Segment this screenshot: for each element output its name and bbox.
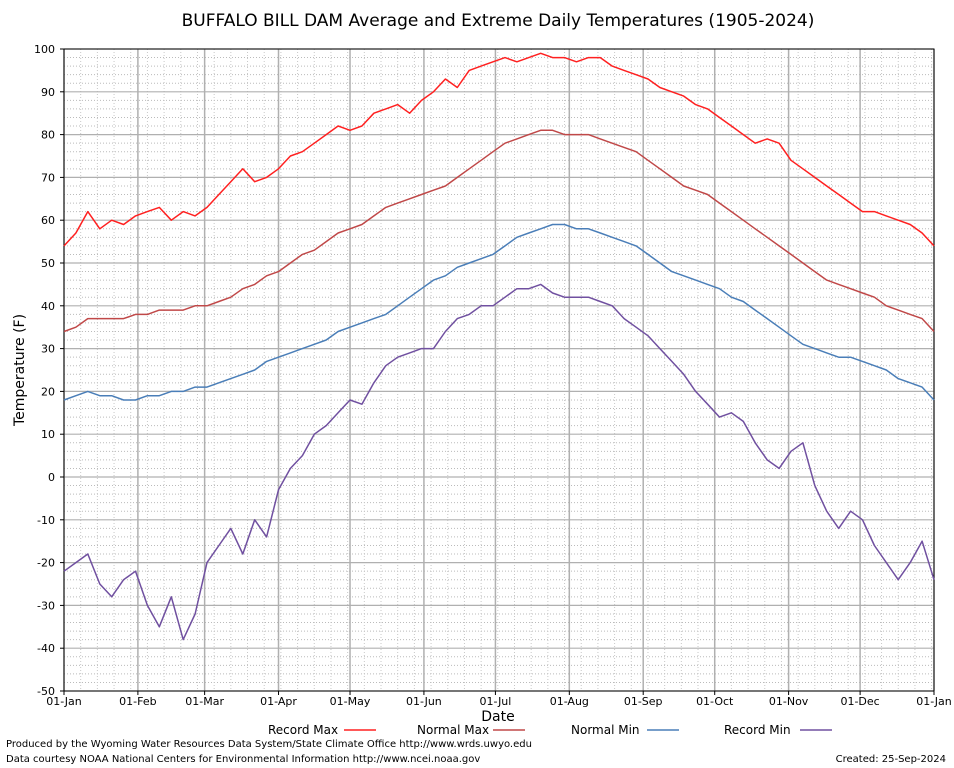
x-tick-label: 01-Jan: [46, 695, 82, 708]
x-tick-label: 01-Feb: [119, 695, 156, 708]
y-tick-label: -30: [37, 599, 55, 612]
y-tick-label: 90: [41, 86, 55, 99]
y-tick-label: 70: [41, 171, 55, 184]
footer-data-courtesy: Data courtesy NOAA National Centers for …: [6, 754, 481, 765]
y-tick-label: 0: [48, 471, 55, 484]
y-axis-label: Temperature (F): [12, 314, 28, 427]
footer-created-date: Created: 25-Sep-2024: [835, 754, 946, 765]
legend: Record Max Normal Max Normal Min Record Min: [268, 723, 832, 737]
x-tick-label: 01-Apr: [260, 695, 297, 708]
series-lines: [63, 52, 935, 641]
x-tick-label: 01-Dec: [840, 695, 879, 708]
series-line-normal-min: [63, 223, 935, 401]
y-tick-label: 60: [41, 214, 55, 227]
y-tick-label: -20: [37, 557, 55, 570]
x-tick-label: 01-Jul: [479, 695, 511, 708]
x-tick-label: 01-Jun: [406, 695, 442, 708]
x-axis-ticks: 01-Jan 01-Feb 01-Mar 01-Apr 01-May 01-Jun 01-J…: [46, 691, 952, 708]
y-tick-label: 100: [34, 43, 55, 56]
series-line-record-max: [63, 52, 935, 247]
x-tick-label: 01-Mar: [185, 695, 224, 708]
y-tick-label: -40: [37, 642, 55, 655]
footer-produced-by: Produced by the Wyoming Water Resources …: [6, 739, 532, 750]
y-tick-label: 30: [41, 343, 55, 356]
x-tick-label: 01-Jan: [916, 695, 952, 708]
legend-label-record-max: Record Max: [268, 723, 338, 737]
series-line-record-min: [63, 283, 935, 641]
major-gridlines: [63, 48, 935, 692]
y-tick-label: 40: [41, 300, 55, 313]
y-tick-label: 80: [41, 129, 55, 142]
legend-label-record-min: Record Min: [724, 723, 791, 737]
x-tick-label: 01-May: [330, 695, 371, 708]
x-tick-label: 01-Nov: [769, 695, 809, 708]
y-tick-label: -10: [37, 514, 55, 527]
y-tick-label: 20: [41, 385, 55, 398]
legend-label-normal-max: Normal Max: [417, 723, 489, 737]
x-tick-label: 01-Oct: [696, 695, 734, 708]
x-tick-label: 01-Sep: [624, 695, 663, 708]
chart-title: BUFFALO BILL DAM Average and Extreme Dai…: [182, 11, 815, 31]
y-tick-label: 10: [41, 428, 55, 441]
series-line-normal-max: [63, 129, 935, 333]
plot-frame: [63, 48, 935, 692]
y-tick-label: 50: [41, 257, 55, 270]
y-tick-label: -50: [37, 685, 55, 698]
x-axis-label: Date: [481, 709, 514, 725]
legend-label-normal-min: Normal Min: [571, 723, 640, 737]
minor-gridlines: [63, 49, 934, 691]
x-tick-label: 01-Aug: [550, 695, 589, 708]
